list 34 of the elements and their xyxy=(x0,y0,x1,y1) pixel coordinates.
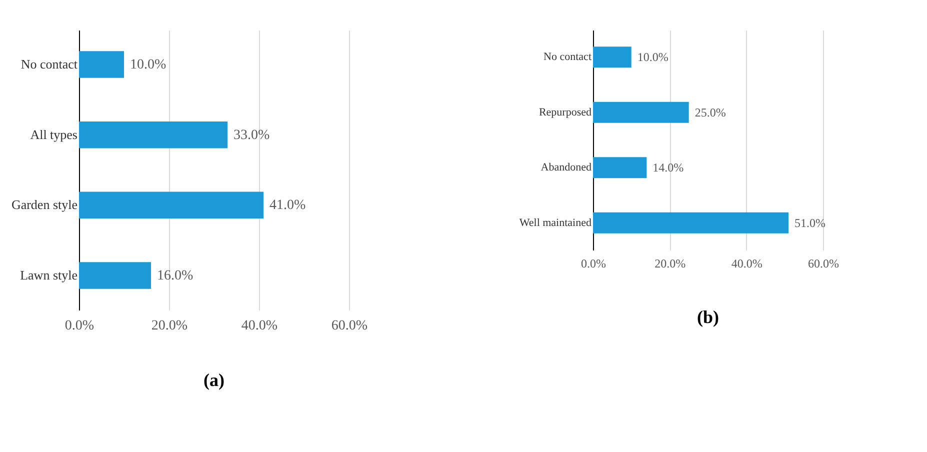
bar xyxy=(593,212,788,234)
x-tick-label: 0.0% xyxy=(64,318,94,334)
bar xyxy=(593,46,632,68)
bar xyxy=(79,192,264,219)
y-tick-label: No contact xyxy=(544,51,592,64)
x-tick-label: 0.0% xyxy=(581,256,606,270)
bar xyxy=(79,51,124,78)
bar xyxy=(593,157,647,178)
y-tick-label: No contact xyxy=(20,56,78,72)
data-label: 14.0% xyxy=(652,160,684,175)
x-tick-label: 60.0% xyxy=(808,256,839,270)
bar xyxy=(79,262,151,289)
x-tick-label: 40.0% xyxy=(241,318,278,334)
y-tick-label: Well maintained xyxy=(519,216,592,229)
y-tick-label: All types xyxy=(30,126,78,142)
x-tick-label: 60.0% xyxy=(331,318,368,334)
data-label: 16.0% xyxy=(157,268,194,284)
y-tick-label: Abandoned xyxy=(540,162,592,174)
y-tick-label: Repurposed xyxy=(538,106,592,118)
bar xyxy=(593,102,689,123)
x-tick-label: 40.0% xyxy=(731,256,762,270)
y-tick-label: Garden style xyxy=(11,197,78,212)
text: (b) xyxy=(697,307,720,327)
x-tick-label: 20.0% xyxy=(654,256,686,270)
text: (a) xyxy=(204,370,224,390)
data-label: 25.0% xyxy=(694,105,726,120)
data-label: 10.0% xyxy=(637,50,668,64)
data-label: 33.0% xyxy=(234,128,270,143)
data-label: 51.0% xyxy=(794,216,826,230)
x-tick-label: 20.0% xyxy=(151,318,188,334)
data-label: 10.0% xyxy=(130,57,166,72)
y-tick-label: Lawn style xyxy=(20,268,78,283)
data-label: 41.0% xyxy=(270,198,306,214)
bar xyxy=(79,121,228,148)
